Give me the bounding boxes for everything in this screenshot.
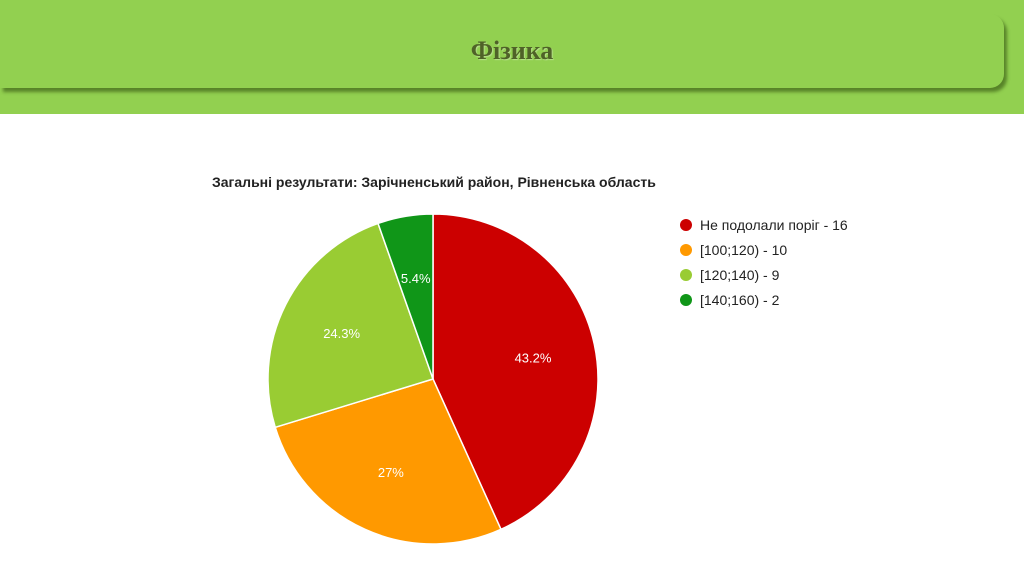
legend-label-3: [140;160) - 2 [700,291,780,308]
legend-item-2: [120;140) - 9 [680,262,848,287]
legend-item-3: [140;160) - 2 [680,287,848,312]
pie-labels: 43.2% 27% 24.3% 5.4% [323,271,552,480]
pie-slice-label-3: 5.4% [401,271,431,286]
legend-item-0: Не подолали поріг - 16 [680,212,848,237]
title-bar: Фізика [0,14,1004,88]
legend-swatch-1 [680,243,692,256]
legend-label-2: [120;140) - 9 [700,266,780,283]
pie-slices [267,213,599,545]
slide-title: Фізика [470,36,554,65]
legend-swatch-3 [680,293,692,306]
legend-label-0: Не подолали поріг - 16 [700,216,848,233]
pie-slice-2 [267,222,434,429]
legend-item-1: [100;120) - 10 [680,237,848,262]
pie-slice-label-2: 24.3% [323,326,360,341]
pie-slice-1 [274,378,502,545]
legend-label-1: [100;120) - 10 [700,241,788,258]
pie-slice-label-1: 27% [378,465,404,480]
pie-slice-label-0: 43.2% [515,350,552,365]
chart-title: Загальні результати: Зарічненський район… [212,174,656,190]
pie-slice-3 [377,213,434,380]
legend-swatch-0 [680,218,692,231]
legend-swatch-2 [680,268,692,281]
pie-slice-0 [432,213,599,531]
chart-legend: Не подолали поріг - 16 [100;120) - 10 [120… [680,212,848,312]
